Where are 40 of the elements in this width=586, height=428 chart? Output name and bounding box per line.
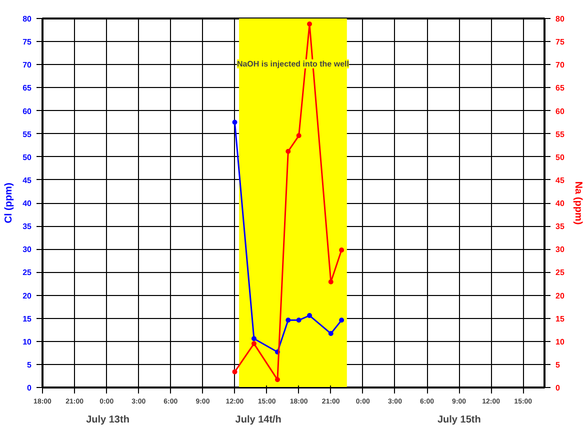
y2-tick-label: 75 [556, 38, 565, 47]
y2-tick-label: 20 [556, 291, 565, 300]
y2-tick-label: 0 [556, 384, 560, 392]
y2-axis-title: Na (ppm) [572, 181, 584, 225]
y-tick-label: 0 [27, 384, 32, 392]
y-tick-label: 5 [27, 360, 32, 370]
y-tick-label: 40 [22, 199, 32, 208]
y-tick-label: 35 [22, 222, 32, 232]
y2-tick-label: 65 [556, 84, 565, 93]
y2-tick-label: 30 [556, 245, 565, 254]
y-tick-label: 25 [22, 268, 32, 278]
y-tick-label: 45 [22, 176, 32, 185]
y2-tick-label: 60 [556, 106, 565, 116]
y-tick-label: 70 [22, 60, 32, 70]
y2-tick-label: 50 [556, 152, 565, 162]
y-tick-label: 20 [22, 291, 32, 300]
text: July 13th [86, 414, 130, 426]
y-tick-label: 55 [22, 130, 32, 139]
band-label: NaOH is injected into the well [236, 59, 349, 68]
y2-tick-label: 10 [556, 337, 565, 346]
y2-tick-label: 55 [556, 130, 565, 139]
y-tick-label: 50 [22, 152, 32, 162]
y2-tick-label: 45 [556, 176, 565, 185]
text: July 14t/h [235, 414, 282, 426]
y2-tick-label: 40 [556, 199, 565, 208]
y2-tick-label: 15 [556, 314, 565, 324]
y2-tick-label: 25 [556, 268, 565, 278]
y-tick-label: 10 [22, 337, 32, 346]
y-tick-label: 75 [22, 38, 32, 47]
y-tick-label: 80 [22, 14, 32, 24]
y-axis-title: Cl (ppm) [4, 182, 15, 224]
y-tick-label: 30 [22, 245, 32, 254]
text: July 15th [437, 414, 481, 426]
y-tick-label: 60 [22, 106, 32, 116]
y2-tick-label: 35 [556, 222, 565, 232]
y2-tick-label: 70 [556, 60, 565, 70]
y2-tick-label: 80 [556, 14, 565, 24]
y-tick-label: 65 [22, 84, 32, 93]
y2-tick-label: 5 [556, 360, 560, 370]
y-tick-label: 15 [22, 314, 32, 324]
